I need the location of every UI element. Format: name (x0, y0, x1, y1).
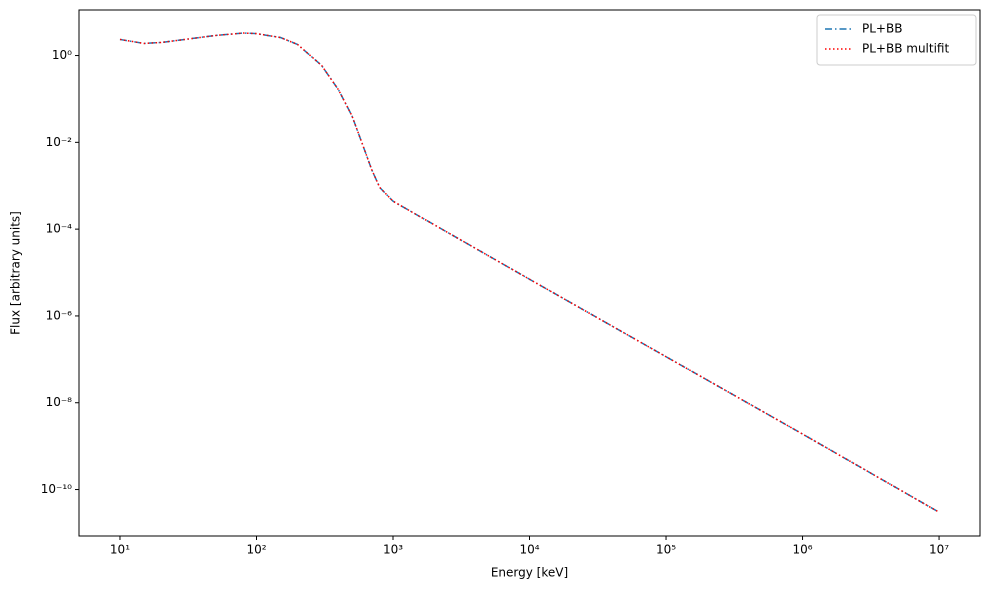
x-tick-label: 10² (246, 543, 266, 557)
x-tick-label: 10⁵ (656, 543, 676, 557)
y-tick-label: 10⁻² (46, 135, 73, 149)
series-line (119, 32, 940, 513)
y-axis-label: Flux [arbitrary units] (9, 211, 23, 335)
legend-label: PL+BB multifit (862, 42, 949, 56)
legend-label: PL+BB (862, 22, 902, 36)
y-tick-label: 10⁻⁶ (46, 308, 73, 322)
legend-box (816, 14, 977, 66)
y-tick-label: 10⁰ (52, 48, 72, 62)
x-tick-label: 10⁴ (519, 543, 539, 557)
y-tick-label: 10⁻⁸ (46, 395, 73, 409)
y-tick-label: 10⁻⁴ (46, 222, 73, 236)
y-tick-label: 10⁻¹⁰ (41, 482, 72, 496)
x-axis-label: Energy [keV] (491, 566, 568, 580)
x-tick-label: 10⁶ (792, 543, 812, 557)
x-tick-label: 10¹ (110, 543, 130, 557)
x-tick-label: 10³ (383, 543, 403, 557)
x-tick-label: 10⁷ (929, 543, 949, 557)
plot-frame (78, 9, 981, 537)
series-line (119, 32, 940, 513)
